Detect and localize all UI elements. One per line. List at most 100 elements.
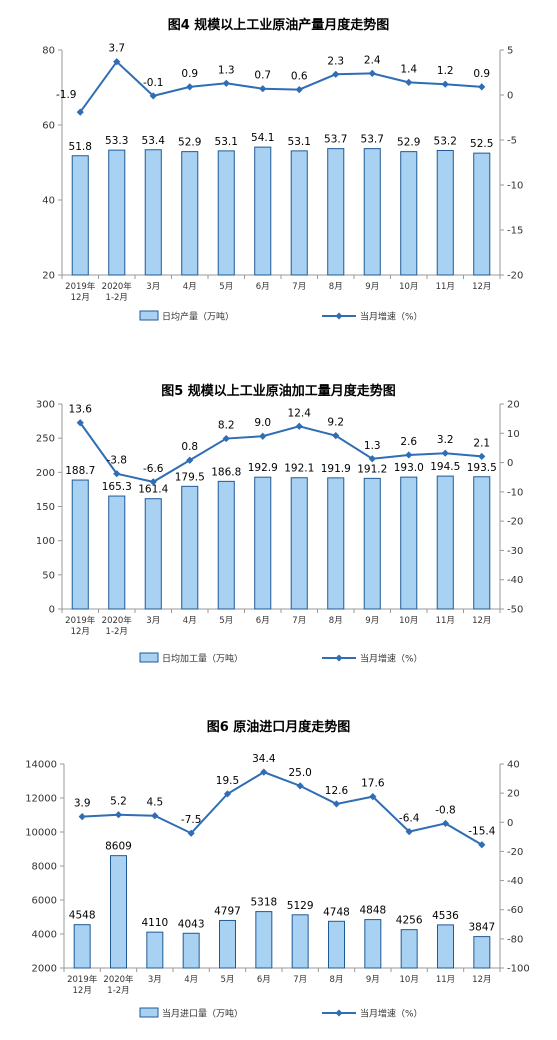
growth-data-label: 3.9 xyxy=(74,798,91,810)
bar-data-label: 53.1 xyxy=(288,136,311,148)
bar-data-label: 192.9 xyxy=(248,462,278,474)
x-tick-label-line: 4月 xyxy=(183,282,197,292)
growth-data-label: -0.8 xyxy=(435,804,456,816)
left-tick-label: 60 xyxy=(42,121,55,132)
x-tick-label: 7月 xyxy=(293,975,307,985)
right-tick-label: -10 xyxy=(507,487,523,498)
crude-import-chart-svg: 2000 4000 6000 8000 10000 12000 14000 -100 -80 -6… xyxy=(25,753,530,1020)
x-tick-label: 8月 xyxy=(329,282,343,292)
x-tick-label-line: 12月 xyxy=(472,282,491,292)
legend-bar-label: 当月进口量（万吨） xyxy=(162,1008,243,1020)
x-tick-label: 5月 xyxy=(221,975,235,985)
growth-point xyxy=(76,108,84,116)
left-tick-label: 250 xyxy=(36,434,55,445)
bar xyxy=(71,479,89,610)
bar xyxy=(182,932,200,969)
x-tick-label: 11月 xyxy=(436,616,455,626)
bar-data-label: 193.5 xyxy=(467,462,497,474)
growth-point xyxy=(114,811,123,819)
right-tick-label: 10 xyxy=(507,429,520,440)
bar-data-label: 179.5 xyxy=(175,471,205,483)
right-tick-label: 20 xyxy=(507,789,520,800)
bar xyxy=(181,151,199,276)
x-tick-label-line: 2020年 xyxy=(102,281,133,292)
x-tick-label: 7月 xyxy=(292,282,306,292)
growth-point xyxy=(186,83,194,91)
x-tick-label-line: 1-2月 xyxy=(107,986,129,996)
right-tick-label: -50 xyxy=(507,605,523,616)
x-tick-label: 3月 xyxy=(148,975,162,985)
bar-data-label: 191.9 xyxy=(321,463,351,475)
bar-data-label: 53.4 xyxy=(142,135,166,147)
x-tick-label: 6月 xyxy=(256,282,270,292)
bar-data-label: 4548 xyxy=(69,910,96,922)
growth-line xyxy=(82,771,483,846)
bar xyxy=(473,476,491,610)
bar-data-label: 194.5 xyxy=(430,461,460,473)
x-tick-label-line: 7月 xyxy=(293,975,307,985)
x-tick-label-line: 12月 xyxy=(71,293,90,303)
bar-data-label: 52.9 xyxy=(397,137,420,149)
x-tick-label-line: 12月 xyxy=(71,627,90,637)
left-tick-label: 20 xyxy=(42,271,55,282)
growth-point xyxy=(478,841,486,849)
growth-data-label: 9.0 xyxy=(254,417,271,429)
right-tick-label: 0 xyxy=(507,458,513,469)
bar-data-label: 4256 xyxy=(396,915,423,927)
x-tick-label-line: 7月 xyxy=(292,616,306,626)
legend-bar-swatch xyxy=(139,652,159,663)
bar xyxy=(400,151,418,276)
growth-data-label: 34.4 xyxy=(252,753,276,765)
growth-point xyxy=(260,768,268,776)
bar-data-label: 192.1 xyxy=(284,463,314,475)
right-tick-label: -15 xyxy=(507,226,523,237)
x-tick-label-line: 1-2月 xyxy=(106,293,128,303)
x-tick-label: 12月 xyxy=(472,616,491,626)
growth-data-label: 12.4 xyxy=(288,407,312,419)
bar-data-label: 186.8 xyxy=(211,466,241,478)
right-tick-label: 40 xyxy=(507,760,520,771)
x-tick-label: 6月 xyxy=(257,975,271,985)
x-tick-label-line: 2020年 xyxy=(103,974,134,985)
growth-data-label: 0.8 xyxy=(181,441,198,453)
x-tick-label-line: 11月 xyxy=(436,616,455,626)
bar xyxy=(144,498,162,610)
x-tick-label-line: 5月 xyxy=(219,616,233,626)
legend-bar-label: 日均加工量（万吨） xyxy=(162,653,243,665)
right-tick-label: -20 xyxy=(507,517,523,528)
bar-data-label: 53.2 xyxy=(434,136,457,148)
bar-data-label: 4848 xyxy=(359,905,386,917)
x-tick-label-line: 2019年 xyxy=(65,615,96,626)
growth-point xyxy=(478,452,486,461)
left-tick-label: 40 xyxy=(42,196,55,207)
x-tick-label-line: 5月 xyxy=(221,975,235,985)
x-tick-label-line: 10月 xyxy=(400,975,419,985)
bar-data-label: 52.9 xyxy=(178,137,201,149)
x-tick-label: 7月 xyxy=(292,616,306,626)
x-tick-label: 10月 xyxy=(399,616,418,626)
growth-data-label: 4.5 xyxy=(146,797,163,809)
growth-data-label: 3.2 xyxy=(437,434,454,446)
growth-data-label: 3.7 xyxy=(108,43,125,55)
bar xyxy=(71,155,89,276)
growth-data-label: -6.6 xyxy=(143,463,164,475)
right-tick-label: 0 xyxy=(507,91,513,102)
growth-data-label: 0.7 xyxy=(254,70,271,82)
x-tick-label: 6月 xyxy=(256,616,270,626)
right-tick-label: -100 xyxy=(507,964,530,975)
bar xyxy=(363,477,381,610)
legend-line-label: 当月增速（%） xyxy=(360,311,423,323)
x-tick-label-line: 3月 xyxy=(146,282,160,292)
x-tick-label: 5月 xyxy=(219,282,233,292)
growth-data-label: 1.3 xyxy=(218,64,235,76)
bar xyxy=(400,929,418,969)
legend-line-label: 当月增速（%） xyxy=(360,653,423,665)
growth-point xyxy=(441,819,450,828)
right-tick-label: -20 xyxy=(507,271,523,282)
legend-bar-label: 日均产量（万吨） xyxy=(162,311,234,323)
bar-data-label: 5129 xyxy=(287,900,314,912)
x-tick-label: 10月 xyxy=(400,975,419,985)
bar xyxy=(328,920,345,969)
growth-line xyxy=(79,60,482,113)
